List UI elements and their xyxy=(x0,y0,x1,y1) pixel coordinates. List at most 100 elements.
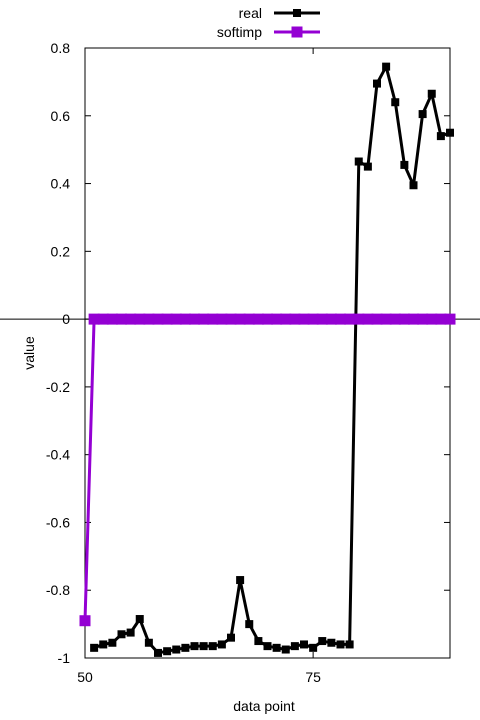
data-point-softimp xyxy=(307,313,319,325)
series-line-softimp xyxy=(83,317,450,621)
y-tick-label: 0.6 xyxy=(51,108,71,124)
data-point-softimp xyxy=(179,313,191,325)
data-point-softimp xyxy=(189,313,200,325)
data-point-real xyxy=(409,181,418,190)
data-point-softimp xyxy=(353,313,365,325)
data-point-real xyxy=(227,633,235,642)
data-point-softimp xyxy=(280,313,292,325)
data-point-real xyxy=(208,642,217,651)
data-point-softimp xyxy=(335,313,346,325)
y-tick-label: -0.2 xyxy=(46,379,70,395)
data-point-real xyxy=(318,637,327,646)
y-tick-label: 0 xyxy=(62,311,70,327)
data-point-softimp xyxy=(161,313,173,325)
data-point-real xyxy=(172,645,181,654)
data-point-softimp xyxy=(298,313,310,325)
data-point-real xyxy=(354,157,363,166)
data-point-real xyxy=(336,640,345,649)
data-point-real xyxy=(90,643,99,652)
data-point-real xyxy=(373,79,381,88)
data-point-softimp xyxy=(362,313,374,325)
data-point-softimp xyxy=(398,313,410,325)
data-point-real xyxy=(345,640,354,649)
data-point-softimp xyxy=(152,313,164,325)
data-point-real xyxy=(309,643,318,652)
legend-marker-real xyxy=(293,9,301,17)
data-point-real xyxy=(217,640,226,649)
data-point-real xyxy=(363,162,372,171)
data-point-softimp xyxy=(198,313,210,325)
data-point-real xyxy=(144,638,153,647)
data-point-softimp xyxy=(380,313,392,325)
data-point-softimp xyxy=(243,313,255,325)
data-point-real xyxy=(300,640,308,649)
data-point-real xyxy=(391,98,400,107)
legend-label-real: real xyxy=(239,5,262,21)
data-point-softimp xyxy=(417,313,429,325)
data-point-real xyxy=(199,642,208,651)
x-tick-label: 75 xyxy=(305,669,321,685)
data-point-real xyxy=(163,647,172,656)
data-point-real xyxy=(126,628,135,637)
y-tick-label: 0.4 xyxy=(51,176,71,192)
data-point-real xyxy=(108,638,117,647)
y-tick-label: -0.4 xyxy=(46,447,70,463)
data-point-real xyxy=(263,642,272,651)
data-point-softimp xyxy=(389,313,401,325)
legend-marker-softimp xyxy=(291,26,303,38)
y-tick-label: -1 xyxy=(58,650,71,666)
data-point-softimp xyxy=(371,313,383,325)
data-point-softimp xyxy=(234,313,246,325)
data-point-softimp xyxy=(79,615,91,627)
data-point-softimp xyxy=(125,313,137,325)
data-point-real xyxy=(99,640,108,649)
y-tick-label: -0.6 xyxy=(46,514,70,530)
data-point-softimp xyxy=(143,313,155,325)
y-axis-label: value xyxy=(21,336,37,370)
data-point-softimp xyxy=(88,313,100,325)
data-point-real xyxy=(236,576,245,585)
data-point-softimp xyxy=(216,313,228,325)
data-point-softimp xyxy=(252,313,264,325)
data-point-softimp xyxy=(444,313,456,325)
y-tick-label: -0.8 xyxy=(46,582,70,598)
data-point-softimp xyxy=(262,313,273,325)
data-point-real xyxy=(382,62,391,71)
plot-frame xyxy=(84,47,451,659)
data-point-real xyxy=(181,643,190,652)
data-point-softimp xyxy=(225,313,237,325)
data-point-softimp xyxy=(271,313,283,325)
y-tick-label: 0.2 xyxy=(51,243,71,259)
data-point-softimp xyxy=(344,313,356,325)
data-point-softimp xyxy=(435,313,447,325)
data-point-real xyxy=(281,645,290,654)
data-point-softimp xyxy=(289,313,301,325)
data-point-real xyxy=(254,637,263,646)
data-point-real xyxy=(446,128,454,137)
data-point-softimp xyxy=(134,313,146,325)
data-point-softimp xyxy=(170,313,182,325)
data-point-softimp xyxy=(325,313,337,325)
data-point-real xyxy=(135,615,144,624)
data-point-softimp xyxy=(316,313,328,325)
data-point-real xyxy=(436,132,445,141)
data-point-softimp xyxy=(408,313,419,325)
data-point-softimp xyxy=(97,313,109,325)
data-point-real xyxy=(327,638,336,647)
legend-label-softimp: softimp xyxy=(217,24,262,40)
x-tick-label: 50 xyxy=(77,669,93,685)
data-point-real xyxy=(245,620,254,629)
data-point-softimp xyxy=(207,313,219,325)
data-point-real xyxy=(418,110,427,119)
data-point-real xyxy=(400,160,409,169)
x-axis-label: data point xyxy=(233,698,295,714)
data-point-real xyxy=(290,642,299,651)
data-point-real xyxy=(117,630,126,639)
data-point-softimp xyxy=(116,313,127,325)
data-point-real xyxy=(190,642,199,651)
data-point-real xyxy=(427,89,436,98)
series-line-real xyxy=(93,65,451,655)
data-point-real xyxy=(154,648,162,657)
data-point-softimp xyxy=(426,313,438,325)
